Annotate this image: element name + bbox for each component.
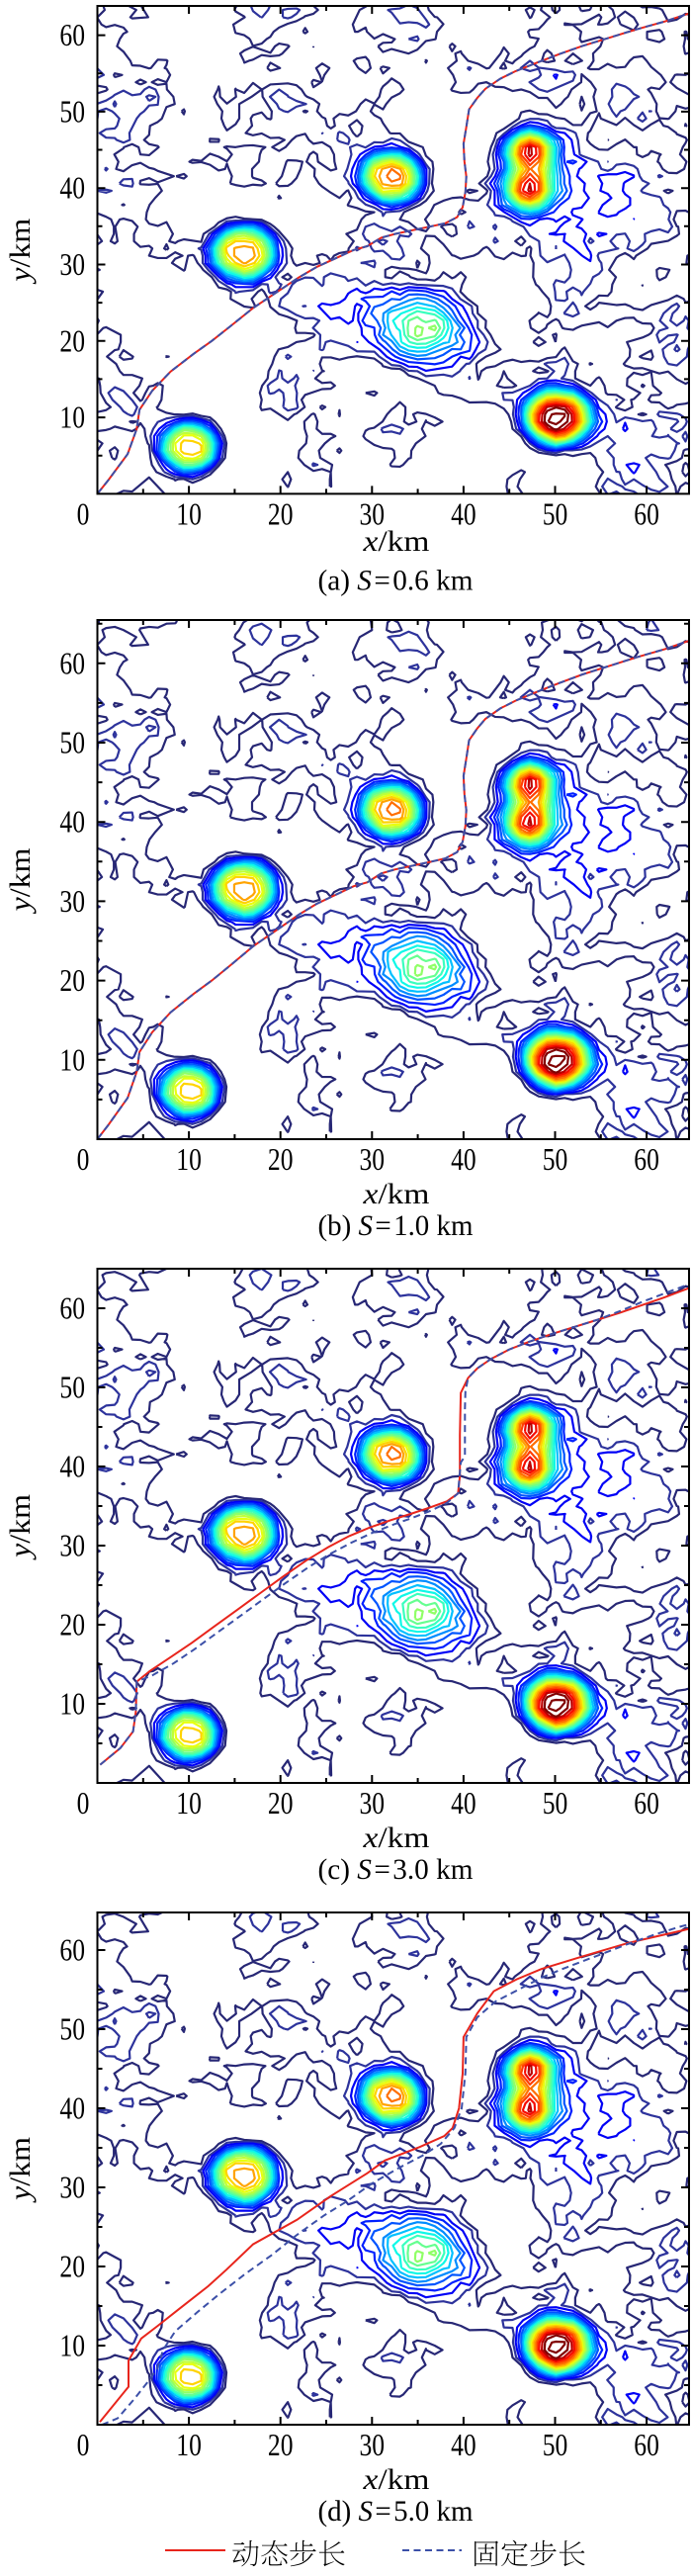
svg-text:10: 10 bbox=[59, 2329, 85, 2363]
svg-text:40: 40 bbox=[451, 497, 476, 532]
svg-text:y/km: y/km bbox=[4, 219, 37, 285]
svg-text:60: 60 bbox=[634, 1786, 659, 1821]
svg-text:50: 50 bbox=[543, 1786, 568, 1821]
svg-text:x/km: x/km bbox=[362, 2463, 429, 2496]
svg-text:x/km: x/km bbox=[362, 525, 429, 558]
svg-text:10: 10 bbox=[59, 400, 85, 435]
svg-text:y/km: y/km bbox=[4, 2137, 37, 2203]
svg-text:(b) S = 1.0 km: (b) S = 1.0 km bbox=[318, 1209, 474, 1242]
svg-text:0: 0 bbox=[77, 1786, 90, 1821]
svg-text:50: 50 bbox=[543, 2428, 568, 2462]
svg-text:50: 50 bbox=[543, 497, 568, 532]
svg-text:30: 30 bbox=[59, 1529, 85, 1563]
svg-text:0: 0 bbox=[77, 497, 90, 532]
svg-text:x/km: x/km bbox=[362, 1821, 429, 1854]
svg-text:(a) S = 0.6 km: (a) S = 0.6 km bbox=[318, 564, 474, 596]
svg-text:50: 50 bbox=[59, 95, 85, 130]
svg-text:40: 40 bbox=[59, 2091, 85, 2126]
svg-text:20: 20 bbox=[59, 2250, 85, 2284]
svg-text:20: 20 bbox=[59, 324, 85, 359]
svg-text:10: 10 bbox=[59, 1043, 85, 1078]
svg-text:20: 20 bbox=[59, 1608, 85, 1643]
svg-text:0: 0 bbox=[77, 1142, 90, 1177]
svg-text:10: 10 bbox=[176, 497, 202, 532]
svg-text:60: 60 bbox=[634, 497, 659, 532]
svg-text:20: 20 bbox=[268, 1786, 294, 1821]
svg-text:30: 30 bbox=[59, 2171, 85, 2205]
svg-text:40: 40 bbox=[59, 171, 85, 206]
svg-text:60: 60 bbox=[59, 18, 85, 52]
svg-text:40: 40 bbox=[451, 2428, 476, 2462]
svg-text:50: 50 bbox=[543, 1142, 568, 1177]
svg-text:40: 40 bbox=[59, 1450, 85, 1484]
svg-text:20: 20 bbox=[59, 963, 85, 998]
svg-text:0: 0 bbox=[77, 2428, 90, 2462]
svg-text:(c) S = 3.0 km: (c) S = 3.0 km bbox=[318, 1853, 474, 1886]
svg-text:60: 60 bbox=[634, 2428, 659, 2462]
svg-text:30: 30 bbox=[59, 247, 85, 282]
svg-text:40: 40 bbox=[59, 805, 85, 840]
svg-text:50: 50 bbox=[59, 1371, 85, 1405]
svg-text:50: 50 bbox=[59, 2012, 85, 2047]
svg-text:y/km: y/km bbox=[4, 848, 37, 915]
svg-text:60: 60 bbox=[59, 1291, 85, 1326]
svg-text:20: 20 bbox=[268, 2428, 294, 2462]
svg-text:20: 20 bbox=[268, 497, 294, 532]
svg-text:10: 10 bbox=[176, 1786, 202, 1821]
svg-text:x/km: x/km bbox=[362, 1178, 429, 1210]
svg-text:60: 60 bbox=[59, 1933, 85, 1968]
svg-text:40: 40 bbox=[451, 1142, 476, 1177]
svg-text:30: 30 bbox=[360, 1142, 386, 1177]
svg-text:30: 30 bbox=[360, 497, 386, 532]
svg-text:10: 10 bbox=[176, 2428, 202, 2462]
svg-text:30: 30 bbox=[59, 884, 85, 919]
svg-text:y/km: y/km bbox=[4, 1494, 37, 1560]
svg-text:10: 10 bbox=[176, 1142, 202, 1177]
svg-text:(d) S = 5.0 km: (d) S = 5.0 km bbox=[318, 2495, 474, 2528]
svg-text:30: 30 bbox=[360, 1786, 386, 1821]
svg-text:50: 50 bbox=[59, 726, 85, 760]
svg-text:10: 10 bbox=[59, 1687, 85, 1722]
svg-text:60: 60 bbox=[59, 647, 85, 681]
svg-text:20: 20 bbox=[268, 1142, 294, 1177]
svg-text:60: 60 bbox=[634, 1142, 659, 1177]
svg-text:30: 30 bbox=[360, 2428, 386, 2462]
svg-text:40: 40 bbox=[451, 1786, 476, 1821]
